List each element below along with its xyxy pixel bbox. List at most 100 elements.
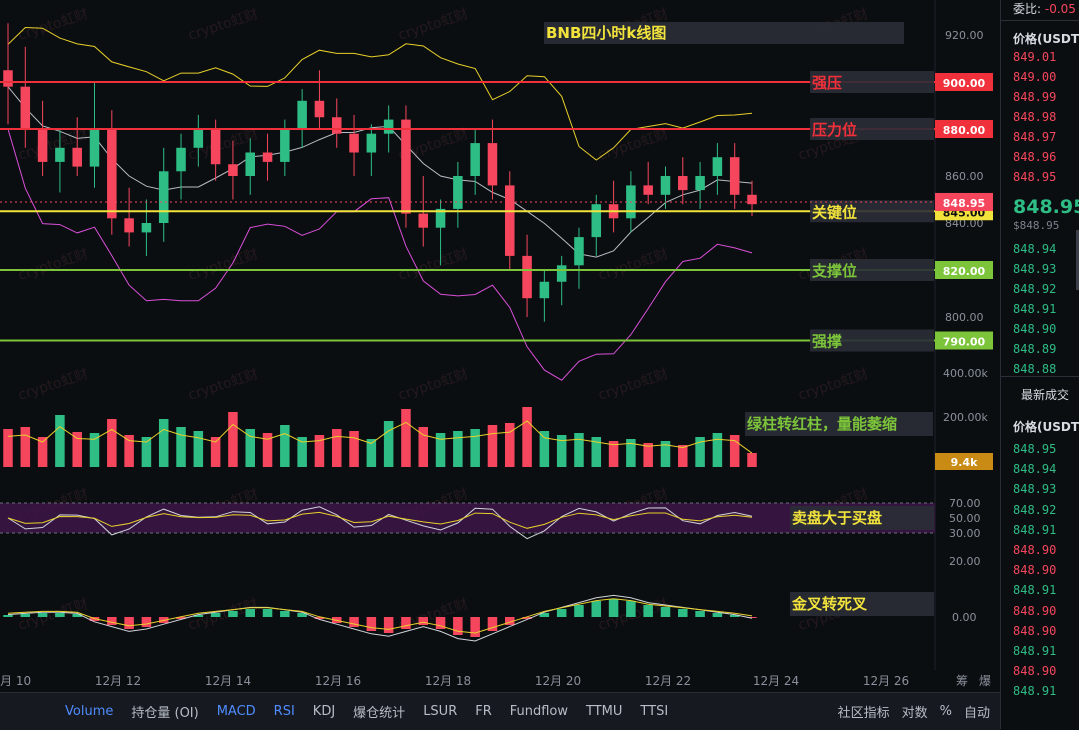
macd-bar	[678, 609, 688, 617]
candle-body	[470, 143, 480, 176]
candle-body	[643, 185, 653, 195]
volume-bar	[141, 437, 152, 467]
candle-body	[401, 119, 411, 214]
volume-annotation-bg	[745, 412, 933, 436]
macd-bar	[262, 609, 273, 617]
bid-price[interactable]: 848.94	[1013, 242, 1057, 256]
toolbar-option[interactable]: 社区指标	[837, 706, 890, 721]
toolbar-indicator-tab[interactable]: TTMU	[586, 704, 623, 719]
level-label-bg	[810, 259, 934, 281]
volume-bar	[383, 421, 394, 467]
macd-bar	[383, 617, 394, 633]
level-price-tag	[935, 331, 993, 350]
macd-bar	[37, 613, 48, 617]
toolbar-indicator-tab[interactable]: FR	[475, 704, 492, 719]
bid-price[interactable]: 848.93	[1013, 262, 1057, 276]
volume-bar	[349, 431, 359, 467]
macd-bar	[712, 613, 723, 617]
trade-price: 848.91	[1013, 522, 1057, 537]
candle-body	[660, 176, 671, 195]
macd-bar	[591, 601, 602, 617]
level-label: 强撑	[812, 333, 842, 351]
trade-price: 848.95	[1013, 442, 1057, 456]
volume-bar	[695, 437, 705, 467]
ask-price[interactable]: 848.99	[1013, 90, 1057, 104]
macd-bar	[401, 617, 411, 629]
rsi-axis-tick: 20.00	[949, 555, 981, 568]
macd-bar	[539, 613, 550, 617]
toolbar-indicator-tab[interactable]: LSUR	[423, 704, 458, 719]
volume-bar	[314, 435, 325, 467]
candle-body	[210, 129, 221, 165]
toolbar-indicator-tab[interactable]: KDJ	[312, 704, 336, 719]
ask-price[interactable]: 848.98	[1013, 110, 1057, 124]
toolbar-indicator-tab[interactable]: Volume	[65, 704, 114, 719]
toolbar-option[interactable]: 对数	[901, 706, 928, 721]
volume-axis-tick: 200.00k	[943, 411, 988, 424]
volume-bar	[660, 441, 671, 467]
rsi-axis-tick: 30.00	[949, 527, 981, 540]
level-price-text: 900.00	[943, 77, 986, 90]
candle-body	[747, 194, 757, 205]
ask-price[interactable]: 849.01	[1013, 50, 1057, 64]
volume-bar	[418, 427, 429, 467]
macd-bar	[210, 613, 221, 617]
bid-price[interactable]: 848.90	[1013, 322, 1057, 336]
macd-annotation: 金叉转死叉	[791, 595, 868, 613]
toolbar-indicator-tab[interactable]: TTSI	[640, 704, 669, 719]
trade-price: 848.91	[1013, 684, 1057, 699]
volume-bar	[228, 412, 238, 467]
bid-price[interactable]: 848.91	[1013, 302, 1057, 316]
bid-price[interactable]: 848.92	[1013, 282, 1057, 296]
macd-bar	[245, 609, 255, 617]
candle-body	[331, 117, 342, 134]
rsi-annotation: 卖盘大于买盘	[792, 509, 882, 527]
level-label: 强压	[812, 74, 842, 92]
macd-bar	[574, 605, 584, 617]
trade-price: 848.90	[1013, 623, 1057, 638]
level-price-text: 790.00	[943, 336, 986, 349]
corner-label: 爆	[979, 674, 991, 688]
candle-body	[228, 164, 238, 176]
toolbar-indicator-tab[interactable]: 爆仓统计	[353, 706, 406, 721]
latest-trades-title[interactable]: 最新成交	[1021, 388, 1070, 402]
ask-price[interactable]: 848.96	[1013, 150, 1057, 164]
ask-price[interactable]: 849.00	[1013, 70, 1057, 84]
candle-body	[314, 100, 325, 118]
price-axis-tick: 860.00	[945, 170, 984, 183]
macd-annotation-bg	[790, 592, 934, 616]
macd-bar	[176, 617, 186, 619]
title-bg	[544, 22, 904, 44]
trade-price: 848.93	[1013, 482, 1057, 497]
chart-area[interactable]: crypto虹财 crypto虹财 crypto虹财 crypto虹财 crypto虹财…	[0, 0, 1000, 692]
x-axis-tick: 12月 14	[205, 674, 251, 688]
volume-bar	[470, 429, 480, 467]
trade-price: 848.91	[1013, 644, 1057, 658]
macd-line	[7, 594, 753, 642]
toolbar-indicator-tab[interactable]: Fundflow	[509, 704, 569, 719]
level-label: 关键位	[812, 203, 857, 221]
toolbar-indicator-tab[interactable]: MACD	[216, 704, 256, 719]
corner-label: 筹	[956, 674, 968, 688]
ask-price[interactable]: 848.95	[1013, 170, 1057, 184]
ask-price[interactable]: 848.97	[1013, 130, 1057, 144]
bid-price[interactable]: 848.89	[1013, 342, 1057, 356]
toolbar-indicator-tab[interactable]: RSI	[273, 704, 295, 719]
toolbar-indicator-tab[interactable]: 持仓量 (OI)	[131, 706, 199, 721]
candle-body	[712, 157, 723, 176]
bollinger-middle	[7, 86, 753, 258]
level-price-text: 820.00	[943, 265, 986, 278]
toolbar-option[interactable]: %	[939, 704, 952, 719]
volume-bar	[487, 425, 498, 467]
macd-bar	[366, 617, 377, 631]
toolbar-option[interactable]: 自动	[963, 706, 990, 721]
volume-bar	[72, 432, 82, 467]
macd-bar	[280, 611, 290, 617]
level-label-bg	[810, 71, 934, 93]
macd-bar	[660, 607, 671, 617]
bid-price[interactable]: 848.88	[1013, 362, 1057, 376]
volume-bar	[366, 439, 377, 467]
volume-bar	[539, 431, 550, 467]
orderbook-scrollbar[interactable]	[1076, 230, 1079, 290]
